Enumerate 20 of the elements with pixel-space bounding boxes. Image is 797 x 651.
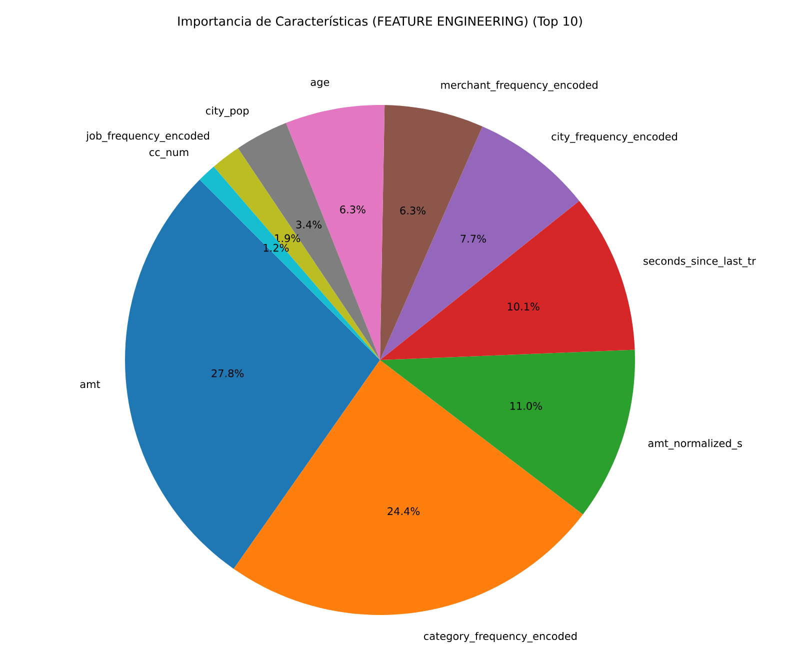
slice-label: category_frequency_encoded bbox=[424, 632, 577, 642]
slice-label: city_frequency_encoded bbox=[552, 132, 677, 143]
slice-label: amt_normalized_s bbox=[648, 439, 742, 450]
chart-title: Importancia de Características (FEATURE ENGINEERING) (Top 10) bbox=[178, 16, 582, 28]
data-label: 11.0% bbox=[510, 402, 542, 410]
slice-label: seconds_since_last_tr bbox=[644, 256, 756, 268]
slice-label: amt bbox=[80, 380, 100, 388]
slice-label: job_frequency_encoded bbox=[86, 132, 210, 142]
slice-label: city_pop bbox=[206, 106, 249, 117]
data-label: 10.1% bbox=[508, 302, 540, 310]
slice-label: merchant_frequency_encoded bbox=[441, 80, 598, 92]
data-label: 7.7% bbox=[460, 234, 486, 243]
data-label: 6.3% bbox=[400, 206, 426, 214]
data-label: 6.3% bbox=[340, 205, 366, 214]
data-label: 24.4% bbox=[388, 507, 420, 516]
data-label: 27.8% bbox=[212, 369, 244, 378]
slice-label: cc_num bbox=[149, 150, 188, 158]
data-label: 3.4% bbox=[296, 220, 322, 229]
slice-label: age bbox=[310, 80, 330, 88]
data-label: 1.9% bbox=[275, 234, 300, 242]
